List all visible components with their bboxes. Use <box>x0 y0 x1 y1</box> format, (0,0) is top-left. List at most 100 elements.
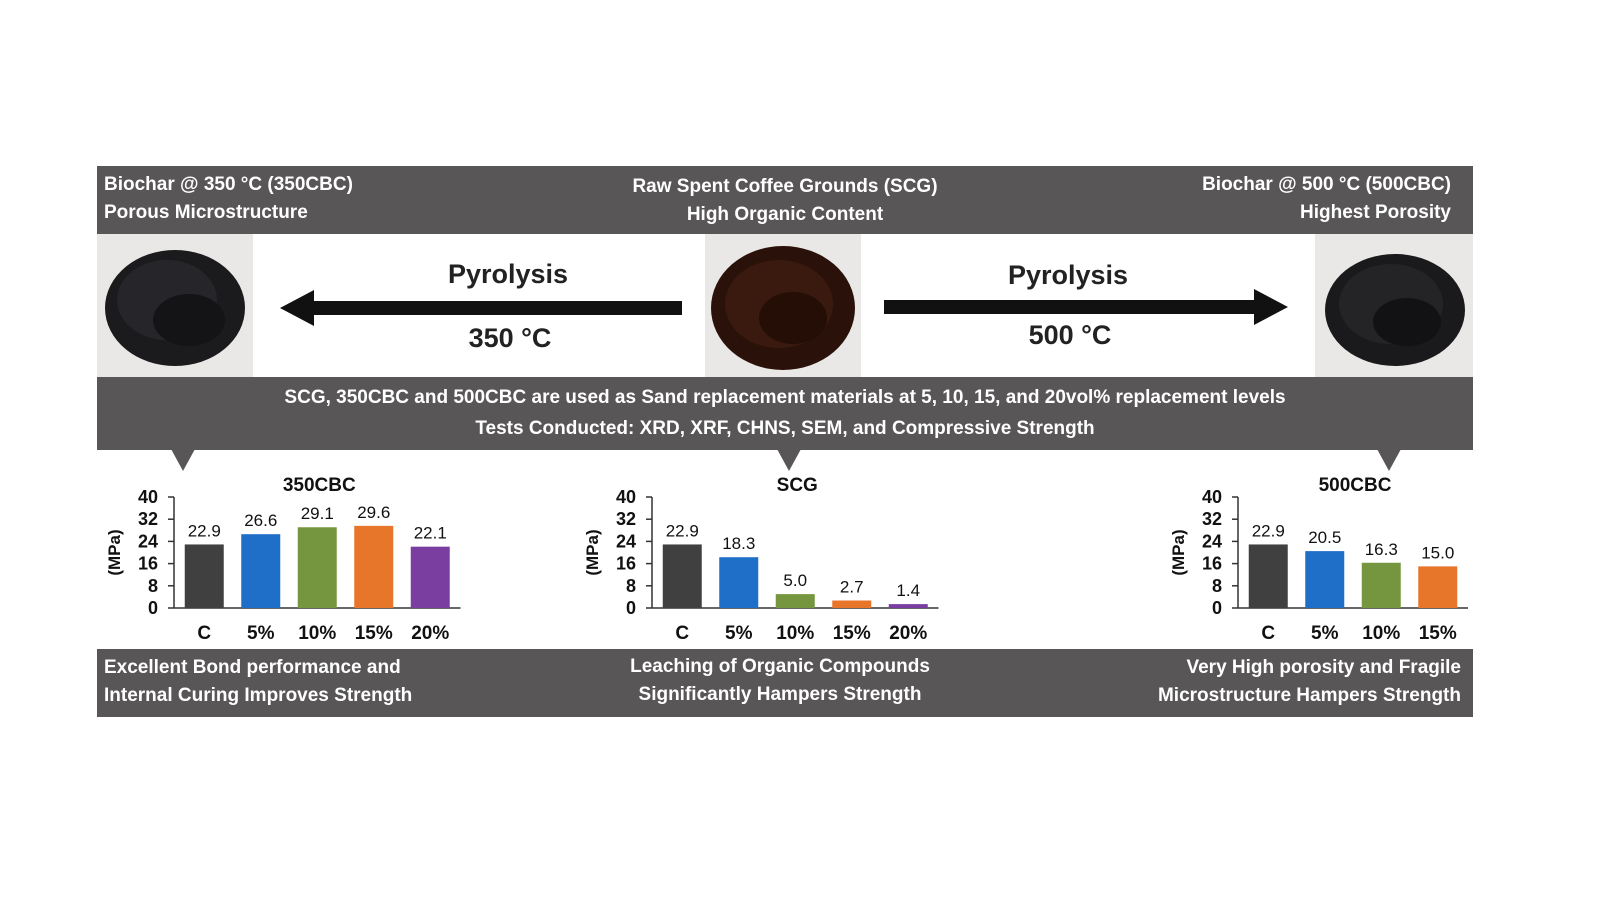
left-arrow-temp: 350 °C <box>468 323 552 353</box>
chart-scg: SCG (MPa) 0 8 16 24 32 40 22.9 C 18.3 5% 5.0 10% 2.7 15… <box>576 470 956 650</box>
top-right-line2: Highest Porosity <box>1300 202 1451 223</box>
left-arrow-icon <box>280 290 682 326</box>
category-label: C <box>675 623 689 644</box>
top-left-text: Biochar @ 350 °C (350CBC) Porous Microst… <box>104 171 353 227</box>
top-left-line1: Biochar @ 350 °C (350CBC) <box>104 174 353 195</box>
y-tick-label: 32 <box>138 509 158 529</box>
biochar-350-pile-image <box>97 234 253 377</box>
biochar-500-pile-image <box>1315 234 1473 377</box>
chart-title: 350CBC <box>283 475 356 496</box>
bottom-right-line1: Very High porosity and Fragile <box>1186 657 1461 678</box>
bar <box>1248 544 1288 608</box>
bottom-center-text: Leaching of Organic Compounds Significan… <box>580 653 980 709</box>
right-arrow-title: Pyrolysis <box>1007 260 1129 290</box>
bottom-center-line1: Leaching of Organic Compounds <box>630 656 930 677</box>
y-tick-label: 8 <box>148 576 158 596</box>
bar-value-label: 26.6 <box>244 511 277 530</box>
bar-value-label: 18.3 <box>722 534 755 553</box>
category-label: 5% <box>725 623 753 644</box>
y-tick-label: 8 <box>626 576 636 596</box>
y-tick-label: 8 <box>1212 576 1222 596</box>
category-label: 15% <box>833 623 871 644</box>
middle-line2: Tests Conducted: XRD, XRF, CHNS, SEM, an… <box>475 418 1095 439</box>
category-label: 15% <box>355 623 393 644</box>
left-arrow-title: Pyrolysis <box>447 259 569 289</box>
bar <box>354 525 394 608</box>
bar-value-label: 22.1 <box>414 524 447 543</box>
bar <box>888 604 928 608</box>
middle-text: SCG, 350CBC and 500CBC are used as Sand … <box>97 382 1473 444</box>
y-tick-label: 24 <box>138 531 158 551</box>
bar <box>719 557 759 608</box>
bottom-right-text: Very High porosity and Fragile Microstru… <box>1158 654 1461 710</box>
bar <box>662 544 702 608</box>
bar <box>297 527 337 608</box>
bar-value-label: 1.4 <box>896 581 920 600</box>
category-label: 5% <box>1311 623 1339 644</box>
category-label: 10% <box>1362 623 1400 644</box>
top-center-text: Raw Spent Coffee Grounds (SCG) High Orga… <box>585 173 985 229</box>
bottom-left-line1: Excellent Bond performance and <box>104 657 401 678</box>
y-tick-label: 0 <box>626 598 636 618</box>
bar-value-label: 16.3 <box>1365 540 1398 559</box>
category-label: 20% <box>411 623 449 644</box>
bottom-center-line2: Significantly Hampers Strength <box>638 684 922 705</box>
top-right-text: Biochar @ 500 °C (500CBC) Highest Porosi… <box>1202 171 1451 227</box>
scg-pile-image <box>705 234 861 377</box>
y-tick-label: 24 <box>1202 531 1222 551</box>
center-pointer-icon <box>777 449 801 471</box>
bar-value-label: 2.7 <box>840 578 864 597</box>
right-arrow-temp: 500 °C <box>1028 320 1112 350</box>
y-tick-label: 0 <box>148 598 158 618</box>
bar-value-label: 22.9 <box>1252 521 1285 540</box>
bar-value-label: 29.1 <box>301 504 334 523</box>
category-label: 20% <box>889 623 927 644</box>
bar-value-label: 15.0 <box>1421 543 1454 562</box>
bottom-left-line2: Internal Curing Improves Strength <box>104 685 413 706</box>
top-center-line1: Raw Spent Coffee Grounds (SCG) <box>632 176 938 197</box>
bar <box>184 544 224 608</box>
chart-title: SCG <box>777 475 818 496</box>
category-label: 15% <box>1419 623 1457 644</box>
y-axis-label: (MPa) <box>1169 529 1188 575</box>
top-left-line2: Porous Microstructure <box>104 202 308 223</box>
bar <box>832 600 872 608</box>
y-tick-label: 32 <box>1202 509 1222 529</box>
y-axis-label: (MPa) <box>105 529 124 575</box>
y-axis-label: (MPa) <box>583 529 602 575</box>
y-tick-label: 16 <box>616 554 636 574</box>
bar-value-label: 5.0 <box>783 571 807 590</box>
bar <box>1305 551 1345 608</box>
y-tick-label: 16 <box>138 554 158 574</box>
category-label: C <box>1261 623 1275 644</box>
top-right-line1: Biochar @ 500 °C (500CBC) <box>1202 174 1451 195</box>
bar-value-label: 20.5 <box>1308 528 1341 547</box>
right-arrow-icon <box>884 289 1288 325</box>
category-label: 10% <box>776 623 814 644</box>
chart-title: 500CBC <box>1319 475 1392 496</box>
category-label: C <box>197 623 211 644</box>
top-center-line2: High Organic Content <box>686 204 884 225</box>
y-tick-label: 40 <box>616 487 636 507</box>
right-pointer-icon <box>1377 449 1401 471</box>
bottom-right-line2: Microstructure Hampers Strength <box>1157 685 1461 706</box>
category-label: 10% <box>298 623 336 644</box>
y-tick-label: 0 <box>1212 598 1222 618</box>
bar <box>1361 562 1401 608</box>
bar <box>775 594 815 608</box>
bar <box>1418 566 1458 608</box>
bar <box>410 546 450 608</box>
chart-500cbc: 500CBC (MPa) 0 8 16 24 32 40 22.9 C 20.5 5% 16.3 10% 1… <box>1162 470 1482 650</box>
bottom-left-text: Excellent Bond performance and Internal … <box>104 654 412 710</box>
y-tick-label: 40 <box>138 487 158 507</box>
y-tick-label: 16 <box>1202 554 1222 574</box>
bottom-band: Excellent Bond performance and Internal … <box>97 649 1473 717</box>
category-label: 5% <box>247 623 275 644</box>
bar-value-label: 22.9 <box>666 521 699 540</box>
bar-value-label: 22.9 <box>188 521 221 540</box>
middle-line1: SCG, 350CBC and 500CBC are used as Sand … <box>284 387 1286 408</box>
chart-350cbc: 350CBC (MPa) 0 8 16 24 32 40 22.9 C 26.6 5% 29.1 10% 2… <box>98 470 478 650</box>
